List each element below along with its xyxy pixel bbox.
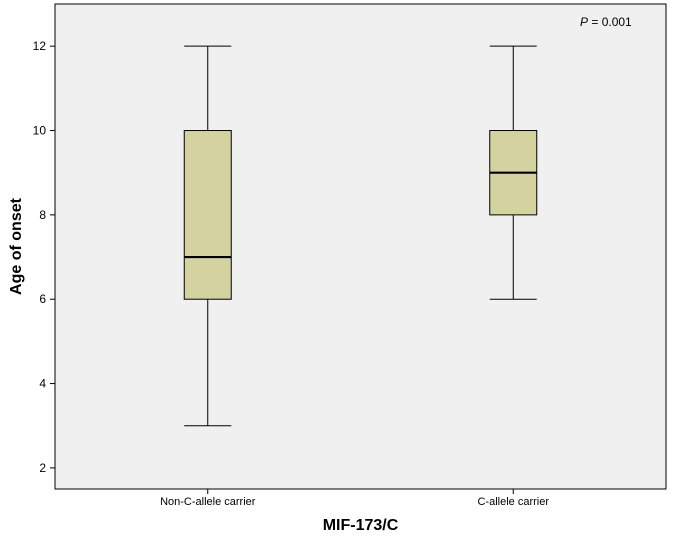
boxes bbox=[183, 45, 538, 427]
box-group bbox=[183, 45, 232, 427]
y-tick-label: 10 bbox=[33, 124, 47, 138]
y-tick-label: 12 bbox=[33, 39, 47, 53]
x-category-label: Non-C-allele carrier bbox=[160, 496, 256, 508]
y-tick-label: 6 bbox=[39, 292, 46, 306]
y-tick-label: 8 bbox=[39, 208, 46, 222]
p-value-text: = 0.001 bbox=[588, 15, 632, 29]
iqr-box bbox=[183, 130, 232, 300]
x-category-label: C-allele carrier bbox=[477, 496, 549, 508]
x-axis-title: MIF-173/C bbox=[323, 517, 399, 534]
y-tick-label: 2 bbox=[39, 461, 46, 475]
plot-area bbox=[54, 3, 667, 490]
p-value-symbol: P bbox=[580, 15, 588, 29]
y-tick-label: 4 bbox=[39, 377, 46, 391]
p-value-annotation: P = 0.001 bbox=[580, 15, 632, 29]
box-group bbox=[489, 45, 538, 300]
y-axis-title: Age of onset bbox=[8, 197, 25, 295]
y-axis: 2 4 6 8 10 12 bbox=[33, 39, 55, 475]
x-axis: Non-C-allele carrier C-allele carrier bbox=[160, 489, 549, 508]
